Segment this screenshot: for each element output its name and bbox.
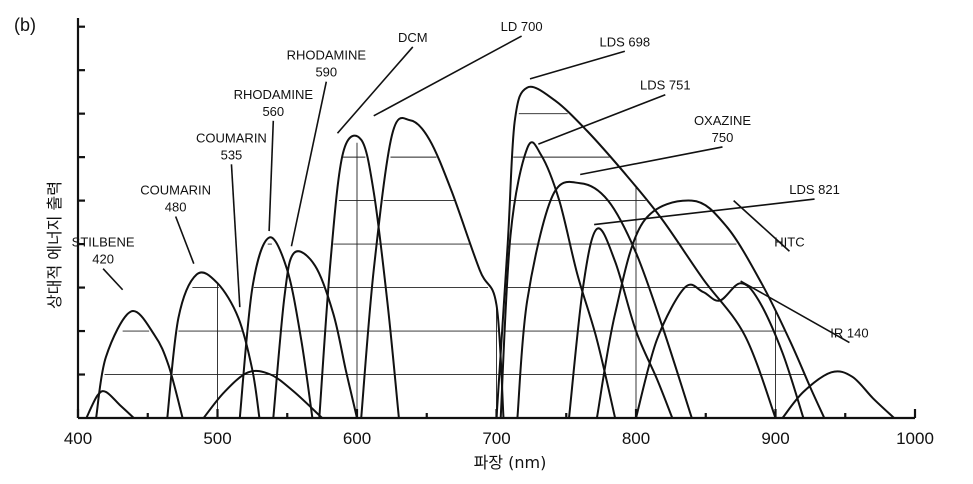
- x-tick-label: 600: [343, 429, 371, 448]
- series-curve: [516, 180, 693, 419]
- series-label: COUMARIN: [196, 130, 267, 145]
- series-label: OXAZINE: [694, 113, 751, 128]
- series-label: STILBENE: [72, 235, 135, 250]
- series-label: 480: [165, 199, 187, 214]
- series-label: HITC: [774, 234, 804, 249]
- series-label: LDS 751: [640, 78, 691, 93]
- label-layer: STILBENE 420 COUMARIN 480 COUMARIN 535 RHODAMI…: [72, 19, 869, 344]
- x-tick-label: 400: [64, 429, 92, 448]
- series-curve: [568, 227, 674, 419]
- series-label: LDS 821: [789, 182, 840, 197]
- series-label: RHODAMINE: [287, 48, 367, 63]
- leader-line: [580, 146, 723, 176]
- series-curve: [499, 141, 617, 419]
- series-curve: [595, 199, 826, 419]
- x-tick-label: 800: [622, 429, 650, 448]
- x-axis-title: 파장 (nm): [474, 453, 547, 472]
- series-curve: [238, 236, 314, 419]
- series-label: IR 140: [830, 326, 868, 341]
- series-curve: [202, 369, 323, 419]
- leader-line: [290, 81, 328, 247]
- series-curve: [360, 117, 505, 419]
- series-curve: [318, 134, 400, 419]
- series-curve: [272, 250, 358, 419]
- grid-layer: [104, 113, 805, 418]
- leader-line: [102, 268, 124, 291]
- series-curve: [95, 310, 184, 419]
- leader-line: [268, 120, 275, 232]
- series-curve: [495, 85, 777, 419]
- leader-line: [529, 50, 626, 80]
- curve-layer: [85, 85, 895, 419]
- leader-line: [230, 164, 241, 308]
- leader-line: [594, 198, 815, 226]
- leader-line: [538, 93, 666, 145]
- leader-line: [733, 200, 790, 252]
- axis-layer: 400 500 600 700 800 900 1000: [64, 18, 934, 448]
- series-curve: [635, 282, 805, 419]
- leader-line: [336, 46, 414, 134]
- series-label: DCM: [398, 30, 428, 45]
- series-label: 590: [315, 65, 337, 80]
- series-label: 420: [92, 252, 114, 267]
- series-label: RHODAMINE: [234, 87, 314, 102]
- x-tick-label: 900: [761, 429, 789, 448]
- series-label: LDS 698: [600, 34, 651, 49]
- series-curve: [166, 271, 261, 419]
- series-label: COUMARIN: [140, 182, 211, 197]
- series-curve: [781, 370, 895, 419]
- series-label: LD 700: [501, 19, 543, 34]
- leader-line: [174, 216, 195, 264]
- x-tick-label: 1000: [896, 429, 934, 448]
- y-axis-title: 상대적 에너지 출력: [45, 181, 64, 309]
- series-label: 535: [221, 147, 243, 162]
- series-label: 750: [712, 130, 734, 145]
- leader-line: [373, 35, 522, 117]
- panel-label: (b): [14, 15, 36, 35]
- series-label: 560: [262, 104, 284, 119]
- x-tick-label: 500: [203, 429, 231, 448]
- x-tick-label: 700: [482, 429, 510, 448]
- leader-line: [740, 280, 850, 344]
- series-curve: [85, 390, 135, 419]
